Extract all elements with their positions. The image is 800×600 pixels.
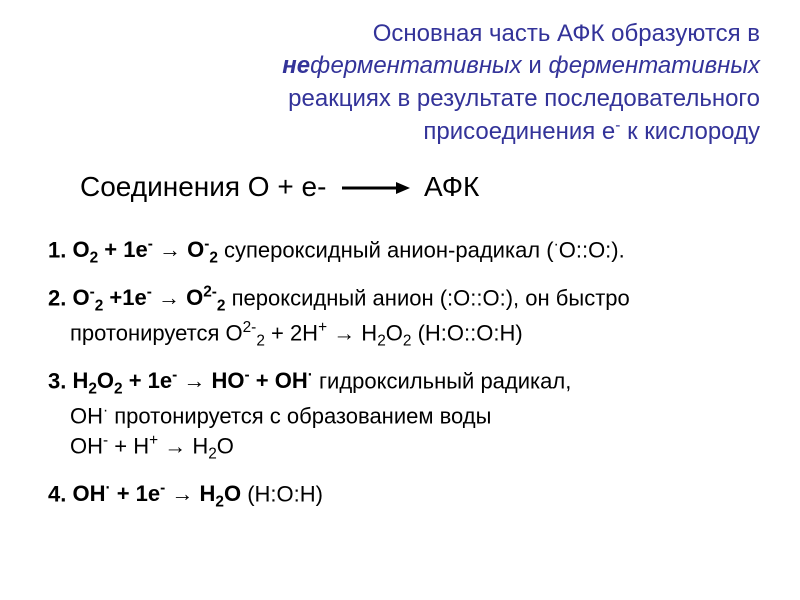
eq-left: Соединения О + е- [80, 171, 326, 202]
title-line4-b: к кислороду [620, 118, 760, 145]
i2l2-d: O [386, 320, 403, 345]
i2-desc: пероксидный анион (:О::О:), он быстро [225, 285, 629, 310]
i4-d: O [224, 481, 241, 506]
i3l2-b: протонируется с образованием воды [108, 403, 491, 428]
i2-c: → O [152, 285, 203, 310]
i2l2-b: + 2H [265, 320, 318, 345]
i2l2-c: → H [327, 320, 377, 345]
i2-line2: протонируется O2-2 + 2H+ → H2O2 (Н:О::О:… [70, 318, 760, 353]
title-and: и [522, 52, 549, 79]
i1-b: + 1е [98, 237, 148, 262]
i2l2-s1: 2- [243, 319, 257, 336]
i3-c: + 1е [123, 368, 173, 393]
i1-desc2: О::О:). [559, 237, 625, 262]
list-item-1: 1. O2 + 1е- → O-2 супероксидный анион-ра… [48, 235, 760, 270]
i3l3-d: O [217, 433, 234, 458]
i3l3-s2: + [149, 432, 158, 449]
title-line4-a: присоединения е [423, 118, 615, 145]
title-line-3: реакциях в результате последовательного [40, 83, 760, 115]
i4-c: → H [165, 481, 215, 506]
i3-line3: OH- + H+ → H2O [70, 431, 760, 466]
i4-sc: 2 [215, 494, 224, 511]
title-enz2: ферментативных [548, 52, 760, 79]
i2-b: +1е [103, 285, 146, 310]
i4-desc: (Н:О:Н) [241, 481, 323, 506]
item4-num: 4. [48, 481, 72, 506]
i2-sc: 2- [203, 284, 217, 301]
i3-a: H [72, 368, 88, 393]
item3-num: 3. [48, 368, 72, 393]
i3-sa: 2 [88, 381, 97, 398]
i2l2-s2: + [318, 319, 327, 336]
title-enz1: ферментативных [310, 52, 522, 79]
i1-c: → O [153, 237, 204, 262]
item2-num: 2. [48, 285, 72, 310]
arrow-icon [340, 181, 410, 195]
i3-d: → HO [177, 368, 244, 393]
i3-sb: 2 [114, 381, 123, 398]
i3-e: + OH [250, 368, 308, 393]
i3-line2: OH· протонируется с образованием воды [70, 401, 760, 431]
i3l3-sb1: 2 [208, 445, 217, 462]
item1-num: 1. [48, 237, 72, 262]
i2l2-sb3: 2 [377, 332, 386, 349]
i4-b: + 1е [111, 481, 161, 506]
i4-a: OH [72, 481, 105, 506]
i1-a: O [72, 237, 89, 262]
i2-a: O [72, 285, 89, 310]
i1-sbc: 2 [209, 249, 218, 266]
i2l2-a: протонируется O [70, 320, 243, 345]
title-non-prefix: не [282, 52, 310, 79]
i2l2-sb1: 2 [256, 332, 265, 349]
list-item-3: 3. H2O2 + 1е- → HO- + OH· гидроксильный … [48, 366, 760, 465]
i3l3-a: OH [70, 433, 103, 458]
i2l2-e: (Н:О::О:Н) [411, 320, 522, 345]
title-line-4: присоединения е- к кислороду [40, 115, 760, 148]
reaction-list: 1. O2 + 1е- → O-2 супероксидный анион-ра… [48, 235, 760, 514]
list-item-2: 2. O-2 +1е- → O2-2 пероксидный анион (:О… [48, 283, 760, 352]
i3-b: O [97, 368, 114, 393]
slide-title: Основная часть АФК образуются в нефермен… [40, 18, 760, 149]
title-line-2: неферментативных и ферментативных [40, 50, 760, 82]
i3l3-b: + H [108, 433, 149, 458]
title-line-1: Основная часть АФК образуются в [40, 18, 760, 50]
i3l2-a: OH [70, 403, 103, 428]
i3l3-c: → H [158, 433, 208, 458]
i1-desc: супероксидный анион-радикал ( [218, 237, 554, 262]
i2-sba: 2 [95, 298, 104, 315]
eq-right: АФК [424, 171, 479, 202]
list-item-4: 4. OH· + 1е- → H2O (Н:О:Н) [48, 479, 760, 514]
i3-desc: гидроксильный радикал, [313, 368, 571, 393]
i1-sa: 2 [90, 249, 99, 266]
main-equation: Соединения О + е- АФК [80, 171, 760, 203]
